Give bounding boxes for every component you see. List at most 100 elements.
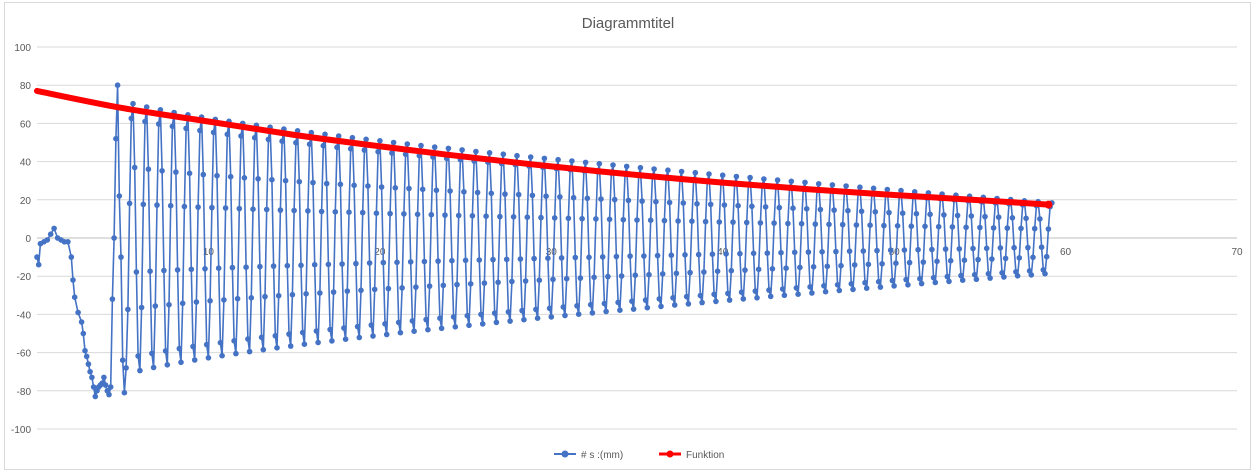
series-1-point [162,348,169,354]
series-1-point [764,250,771,256]
series-1-point [149,350,155,357]
series-1-point [464,312,471,319]
series-1-point [709,251,716,257]
series-1-point [277,207,284,213]
series-1-point [752,288,759,294]
series-1-point [694,201,700,207]
series-1-point [356,334,363,341]
series-1-point [687,269,693,276]
series-1-point [647,217,654,223]
series-1-point [378,184,385,190]
series-1-point [75,309,81,316]
series-1-point [325,261,332,268]
series-1-point [438,325,445,332]
series-1-point [589,310,596,316]
series-1-point [505,309,512,315]
series-1-point [82,347,88,354]
series-1-point [486,150,493,156]
series-1-point [389,150,395,156]
series-1-point [257,263,263,270]
x-tick-label: 10 [203,247,215,258]
series-1-point [613,253,620,260]
series-1-point [107,384,114,390]
series-1-point [848,281,855,287]
series-1-point [44,237,51,243]
series-1-point [630,306,637,312]
series-1-point [85,361,92,367]
series-1-point [221,297,227,303]
series-1-point [826,221,832,228]
series-1-point [929,246,935,253]
series-1-point [887,247,894,253]
series-1-point [406,185,412,192]
series-2-point [1044,200,1053,209]
series-1-point [274,345,280,351]
series-1-point [335,133,342,139]
series-1-point [913,210,920,217]
series-1-point [303,291,309,297]
series-1-point [596,160,603,167]
series-1-point [197,127,203,134]
series-1-point [377,138,383,144]
series-1-point [347,146,354,152]
series-1-point [872,209,879,215]
series-1-point [845,207,851,214]
series-1-point [836,287,843,294]
series-1-point [1037,216,1043,222]
series-1-point [623,163,630,170]
series-1-point [706,171,712,177]
series-1-point [344,288,351,294]
series-1-point [478,311,484,318]
x-axis-ticks: 10 20 30 40 50 60 70 [203,247,1243,258]
series-1-point [450,314,457,320]
series-1-point [479,321,486,327]
series-1-point [137,367,143,374]
series-1-point [783,265,789,272]
series-1-point [1023,215,1029,222]
series-1-point [219,352,225,359]
series-1-point [233,350,239,357]
series-1-point [730,219,736,225]
series-1-point [601,300,608,307]
series-1-point [817,206,824,213]
series-1-point [366,260,373,266]
series-1-point [961,257,968,263]
series-1-point [750,250,757,257]
series-1-point [702,218,709,225]
series-1-point [339,261,345,267]
series-1-point [977,224,983,231]
series-1-point [632,272,639,279]
series-1-point [918,280,925,287]
series-1-point [644,304,651,311]
series-1-point [250,206,256,212]
series-1-point [838,262,844,269]
series-1-point [562,312,568,319]
series-1-point [351,182,357,189]
series-1-point [858,208,865,215]
series-1-point [191,357,198,363]
series-1-point [757,220,764,226]
series-1-point [778,249,784,256]
series-1-point [743,219,750,226]
y-tick-label: -40 [17,310,32,321]
series-1-point [574,303,580,309]
y-tick-label: -80 [17,387,32,398]
series-1-point [47,231,54,237]
series-1-point [435,258,441,264]
series-1-point [565,215,572,222]
series-1-point [879,261,885,267]
series-1-point [947,257,954,264]
series-1-point [298,262,304,269]
series-1-point [1009,215,1016,221]
series-1-point [685,301,692,307]
series-1-point [418,142,424,149]
series-1-point [728,267,735,274]
series-1-point [190,343,196,350]
series-1-point [661,217,668,224]
series-1-point [116,193,123,199]
series-1-point [666,199,673,206]
series-1-point [491,310,498,316]
series-1-point [754,295,760,301]
series-1-point [68,254,75,260]
series-1-point [771,220,777,226]
